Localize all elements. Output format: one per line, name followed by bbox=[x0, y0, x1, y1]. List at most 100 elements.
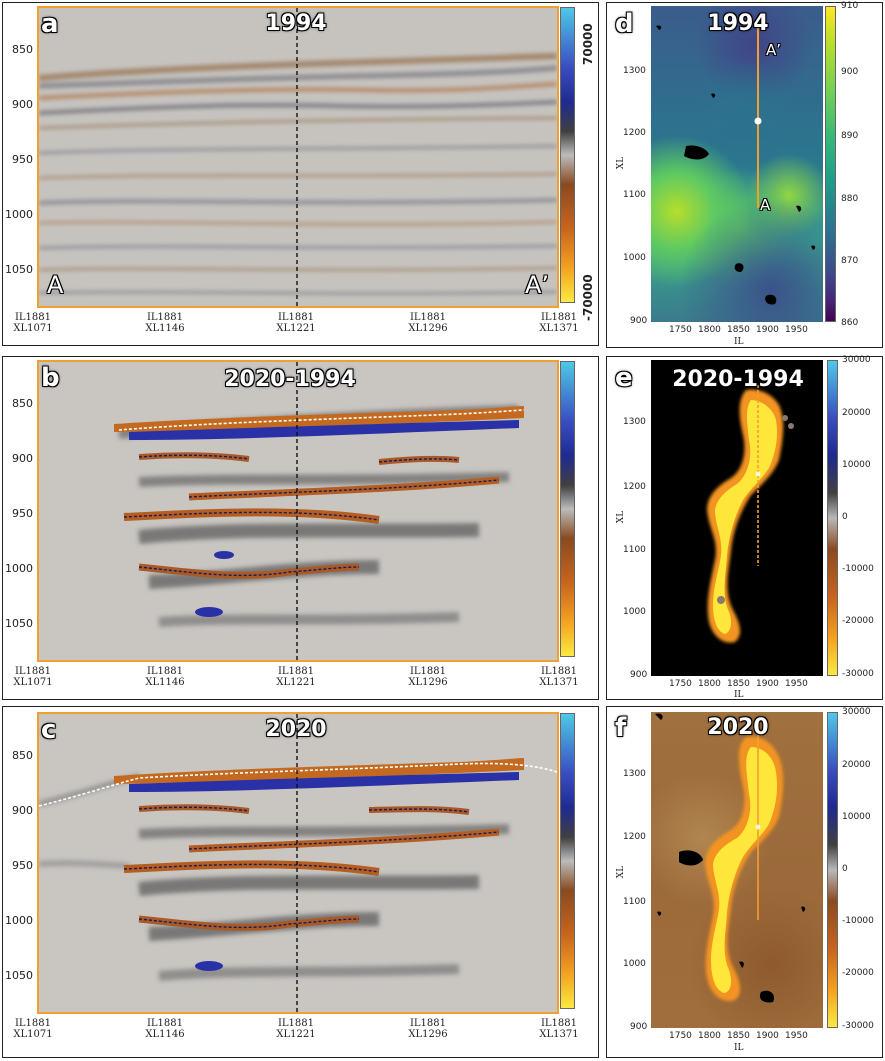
panel-d: d 1994 A’ A 1300 1200 1100 1000 900 1750… bbox=[606, 1, 883, 348]
y-tick: 1050 bbox=[5, 969, 33, 982]
x-tick: 1900 bbox=[756, 1031, 779, 1041]
y-tick: 1100 bbox=[623, 545, 646, 555]
x-tick: IL1881 XL1296 bbox=[408, 1018, 448, 1040]
colorbar-tick: -10000 bbox=[842, 564, 874, 574]
colorbar-tick: -20000 bbox=[842, 616, 874, 626]
y-tick: 1000 bbox=[623, 959, 646, 969]
panel-f: f 2020 1300 1200 1100 1000 900 1750 1800… bbox=[606, 706, 883, 1058]
x-tick: IL1881 XL1371 bbox=[539, 312, 579, 334]
y-tick: 1050 bbox=[5, 263, 33, 276]
y-tick: 900 bbox=[630, 316, 648, 326]
x-tick: IL1881 XL1221 bbox=[276, 312, 316, 334]
panel-letter: c bbox=[41, 715, 57, 745]
x-tick: 1800 bbox=[698, 1031, 721, 1041]
colorbar bbox=[560, 361, 575, 657]
panel-c: c 2020 850 900 950 1000 1050 IL1881 XL107… bbox=[2, 706, 599, 1058]
difference-map bbox=[651, 360, 823, 676]
panel-letter: e bbox=[615, 363, 633, 393]
x-tick: 1800 bbox=[698, 679, 721, 689]
y-tick: 850 bbox=[12, 749, 33, 762]
colorbar-tick: 0 bbox=[842, 512, 848, 522]
label-a: A bbox=[47, 271, 64, 299]
seismic-section-1994 bbox=[37, 6, 559, 308]
x-tick: 1750 bbox=[669, 325, 692, 335]
colorbar-tick: -30000 bbox=[842, 1021, 874, 1031]
panel-e: e 2020-1994 1300 1200 1100 1000 900 1750… bbox=[606, 355, 883, 700]
x-tick: 1750 bbox=[669, 1031, 692, 1041]
colorbar-tick: 10000 bbox=[842, 460, 871, 470]
y-tick: 950 bbox=[12, 859, 33, 872]
x-axis-label: IL bbox=[734, 337, 744, 347]
colorbar-tick: 30000 bbox=[842, 707, 871, 717]
y-tick: 900 bbox=[12, 452, 33, 465]
x-tick: IL1881 XL1221 bbox=[276, 1018, 316, 1040]
x-tick: 1800 bbox=[698, 325, 721, 335]
colorbar-tick: 0 bbox=[842, 864, 848, 874]
x-tick: 1950 bbox=[785, 1031, 808, 1041]
y-tick: 950 bbox=[12, 153, 33, 166]
y-tick: 900 bbox=[630, 670, 648, 680]
colorbar-tick: 20000 bbox=[842, 408, 871, 418]
amplitude-map-2020 bbox=[651, 712, 823, 1028]
x-tick: IL1881 XL1146 bbox=[145, 1018, 185, 1040]
y-axis-label: XL bbox=[616, 865, 627, 879]
y-tick: 1000 bbox=[623, 253, 646, 263]
label-a: A bbox=[760, 196, 771, 214]
x-tick: 1950 bbox=[785, 679, 808, 689]
y-tick: 850 bbox=[12, 43, 33, 56]
y-tick: 1200 bbox=[623, 128, 646, 138]
colorbar-tick: 860 bbox=[841, 318, 859, 328]
panel-title: 1994 bbox=[265, 11, 327, 36]
y-tick: 1200 bbox=[623, 482, 646, 492]
panel-b: b 2020-1994 850 900 950 1000 1050 IL1881… bbox=[2, 356, 599, 700]
colorbar-tick: 900 bbox=[841, 67, 859, 77]
seismic-section-difference bbox=[37, 360, 559, 662]
y-tick: 1300 bbox=[623, 66, 646, 76]
colorbar-tick: 880 bbox=[841, 194, 859, 204]
colorbar bbox=[825, 6, 836, 322]
x-tick: 1850 bbox=[727, 325, 750, 335]
y-tick: 900 bbox=[630, 1022, 648, 1032]
y-tick: 1100 bbox=[623, 897, 646, 907]
x-axis-label: IL bbox=[734, 1043, 744, 1053]
colorbar bbox=[560, 713, 575, 1009]
y-tick: 1000 bbox=[5, 914, 33, 927]
x-tick: 1850 bbox=[727, 679, 750, 689]
y-tick: 1050 bbox=[5, 617, 33, 630]
colorbar-tick: 870 bbox=[841, 256, 859, 266]
y-tick: 950 bbox=[12, 507, 33, 520]
y-tick: 1200 bbox=[623, 832, 646, 842]
x-tick: 1950 bbox=[785, 325, 808, 335]
colorbar-tick: -10000 bbox=[842, 916, 874, 926]
x-tick: IL1881 XL1146 bbox=[145, 666, 185, 688]
panel-title: 2020 bbox=[265, 717, 327, 742]
x-axis-label: IL bbox=[734, 690, 744, 700]
label-a-prime: A’ bbox=[525, 271, 550, 299]
panel-title: 2020 bbox=[707, 715, 769, 740]
panel-a: a 1994 A A’ 850 900 950 1000 1050 IL1881… bbox=[2, 2, 599, 346]
x-tick: IL1881 XL1221 bbox=[276, 666, 316, 688]
panel-title: 1994 bbox=[707, 11, 769, 36]
x-tick: IL1881 XL1071 bbox=[13, 1018, 53, 1040]
colorbar bbox=[827, 712, 838, 1028]
panel-letter: b bbox=[41, 363, 60, 393]
panel-letter: f bbox=[615, 713, 627, 743]
y-tick: 850 bbox=[12, 397, 33, 410]
x-tick: IL1881 XL1371 bbox=[539, 666, 579, 688]
panel-title: 2020-1994 bbox=[224, 367, 356, 392]
y-axis-label: XL bbox=[616, 510, 627, 524]
y-axis-label: XL bbox=[616, 156, 627, 170]
x-tick: IL1881 XL1071 bbox=[13, 312, 53, 334]
colorbar-max-label: 70000 bbox=[581, 23, 595, 65]
colorbar-tick: -30000 bbox=[842, 669, 874, 679]
panel-letter: a bbox=[41, 9, 59, 39]
y-tick: 1000 bbox=[623, 607, 646, 617]
colorbar-tick: 20000 bbox=[842, 760, 871, 770]
x-tick: IL1881 XL1371 bbox=[539, 1018, 579, 1040]
x-tick: 1850 bbox=[727, 1031, 750, 1041]
colorbar bbox=[560, 7, 575, 303]
colorbar-tick: -20000 bbox=[842, 968, 874, 978]
x-tick: 1900 bbox=[756, 679, 779, 689]
panel-letter: d bbox=[615, 9, 634, 39]
colorbar-tick: 10000 bbox=[842, 812, 871, 822]
